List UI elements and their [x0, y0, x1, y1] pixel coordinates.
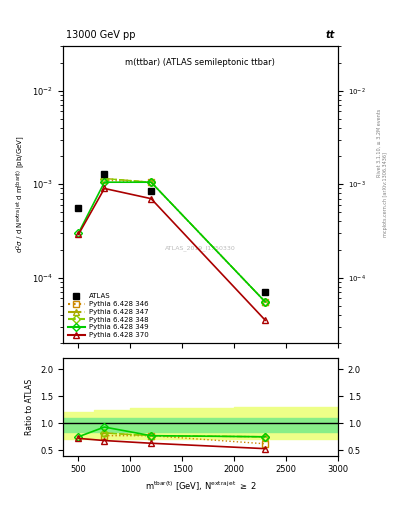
Line: Pythia 6.428 349: Pythia 6.428 349	[76, 179, 268, 305]
Pythia 6.428 348	[149, 179, 154, 185]
Pythia 6.428 346	[263, 299, 268, 305]
Legend: ATLAS, Pythia 6.428 346, Pythia 6.428 347, Pythia 6.428 348, Pythia 6.428 349, P: ATLAS, Pythia 6.428 346, Pythia 6.428 34…	[66, 292, 150, 339]
Line: Pythia 6.428 370: Pythia 6.428 370	[76, 186, 268, 323]
ATLAS	[149, 188, 154, 194]
Y-axis label: d$^2\sigma$ / d N$^{\rm extra\,jet}$ d m$^{\rm tbar(t)}$ [pb/GeV]: d$^2\sigma$ / d N$^{\rm extra\,jet}$ d m…	[14, 136, 26, 253]
ATLAS	[76, 205, 81, 211]
Pythia 6.428 346	[149, 179, 154, 185]
Pythia 6.428 370	[263, 317, 268, 324]
Text: m(ttbar) (ATLAS semileptonic ttbar): m(ttbar) (ATLAS semileptonic ttbar)	[125, 58, 275, 67]
Text: Rivet 3.1.10, ≥ 3.2M events: Rivet 3.1.10, ≥ 3.2M events	[377, 109, 382, 178]
Y-axis label: Ratio to ATLAS: Ratio to ATLAS	[26, 379, 35, 435]
Pythia 6.428 348	[263, 299, 268, 305]
Line: Pythia 6.428 348: Pythia 6.428 348	[102, 176, 268, 305]
Pythia 6.428 346	[102, 177, 107, 183]
Line: Pythia 6.428 346: Pythia 6.428 346	[102, 178, 268, 305]
Pythia 6.428 347	[102, 176, 107, 182]
Text: ATLAS_2019_I1750330: ATLAS_2019_I1750330	[165, 245, 236, 251]
Pythia 6.428 349	[149, 179, 154, 185]
Text: mcplots.cern.ch [arXiv:1306.3436]: mcplots.cern.ch [arXiv:1306.3436]	[384, 152, 388, 237]
Line: Pythia 6.428 347: Pythia 6.428 347	[102, 176, 268, 305]
Line: ATLAS: ATLAS	[75, 170, 269, 295]
Pythia 6.428 349	[263, 299, 268, 305]
Pythia 6.428 370	[76, 231, 81, 238]
ATLAS	[263, 289, 268, 295]
Pythia 6.428 370	[102, 185, 107, 191]
Pythia 6.428 370	[149, 196, 154, 202]
Text: 13000 GeV pp: 13000 GeV pp	[66, 30, 135, 40]
Pythia 6.428 347	[263, 299, 268, 305]
ATLAS	[102, 170, 107, 177]
Pythia 6.428 347	[149, 179, 154, 185]
X-axis label: m$^{\rm tbar(t)}$ [GeV], N$^{\rm extra\,jet}$ $\geq$ 2: m$^{\rm tbar(t)}$ [GeV], N$^{\rm extra\,…	[145, 480, 256, 494]
Pythia 6.428 348	[102, 176, 107, 182]
Pythia 6.428 349	[76, 230, 81, 236]
Text: tt: tt	[326, 30, 335, 40]
Pythia 6.428 349	[102, 179, 107, 185]
